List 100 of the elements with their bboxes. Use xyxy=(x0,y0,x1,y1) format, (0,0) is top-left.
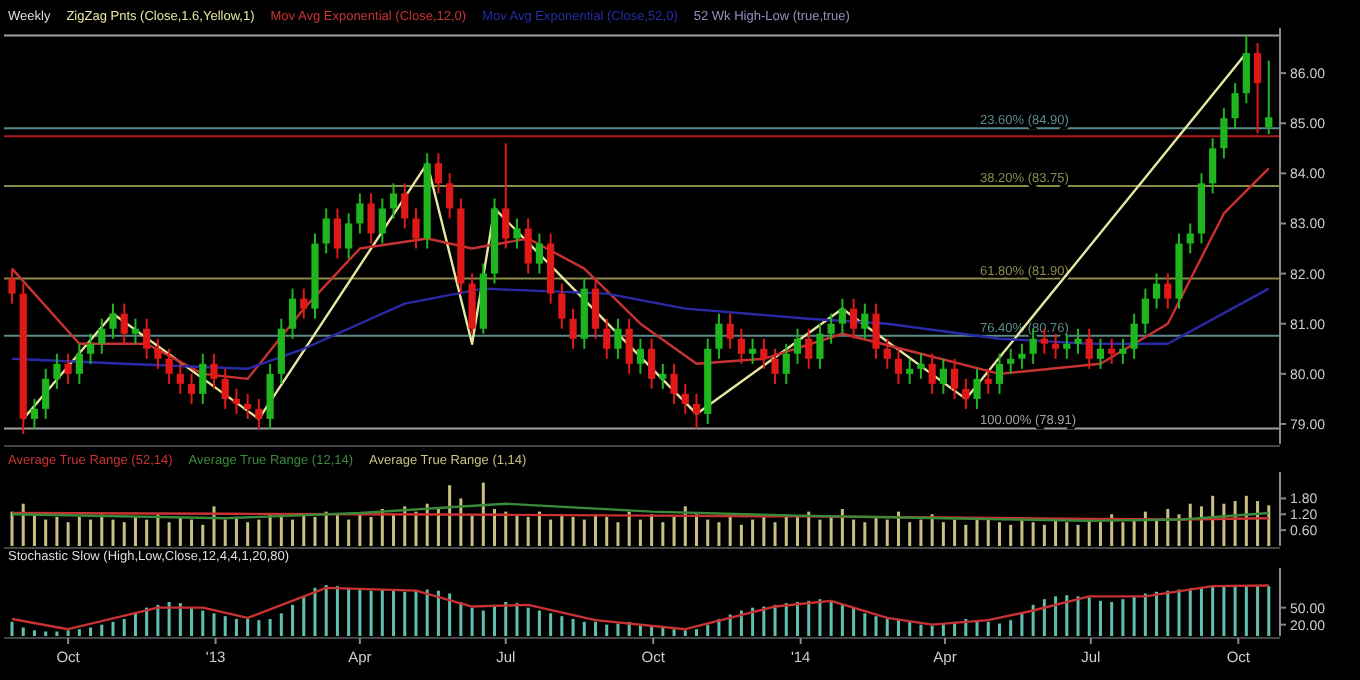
candlestick xyxy=(356,192,364,235)
candlestick xyxy=(412,207,420,250)
line-series xyxy=(10,502,1270,523)
candlestick xyxy=(872,302,880,360)
candlestick xyxy=(255,397,263,430)
line-series xyxy=(10,584,1270,631)
candlestick xyxy=(120,302,128,345)
candlestick xyxy=(1096,337,1105,370)
candlestick xyxy=(1018,342,1026,370)
line-series xyxy=(10,287,1270,371)
candlestick xyxy=(277,317,285,385)
candlestick xyxy=(1108,337,1116,365)
candlestick xyxy=(187,372,196,405)
candlestick xyxy=(603,317,611,360)
candlestick xyxy=(524,217,532,275)
candlestick xyxy=(244,392,252,420)
candlestick xyxy=(378,197,386,245)
candlestick xyxy=(1209,137,1217,195)
candlestick xyxy=(793,327,802,365)
candlestick xyxy=(322,207,330,255)
candlestick xyxy=(816,322,824,370)
candlestick xyxy=(861,302,869,340)
candlestick xyxy=(1074,327,1082,355)
candlestick xyxy=(30,397,39,430)
candlestick xyxy=(827,312,835,345)
candlestick xyxy=(1231,82,1239,130)
candlestick xyxy=(782,342,790,385)
candlestick xyxy=(614,317,622,360)
candlestick xyxy=(984,367,992,395)
candlestick xyxy=(1220,107,1228,160)
candlestick xyxy=(8,267,16,305)
candlestick xyxy=(288,287,297,340)
candlestick xyxy=(64,352,72,385)
candlestick xyxy=(1051,332,1060,360)
candlestick xyxy=(165,347,173,385)
candlestick xyxy=(939,357,947,395)
candlestick xyxy=(670,362,678,405)
candlestick xyxy=(962,377,970,410)
candlestick xyxy=(1164,272,1172,310)
candlestick xyxy=(1119,337,1127,365)
candlestick xyxy=(300,287,308,320)
candlestick xyxy=(221,367,229,410)
candlestick xyxy=(715,312,723,360)
candlestick xyxy=(53,352,61,390)
candlestick xyxy=(1152,272,1161,310)
candlestick xyxy=(917,352,925,380)
candlestick xyxy=(928,352,936,395)
candlestick xyxy=(995,352,1004,395)
candlestick xyxy=(1007,347,1015,375)
candlestick xyxy=(625,317,633,375)
candlestick xyxy=(1265,59,1273,136)
candlestick xyxy=(502,142,510,250)
candlestick xyxy=(109,302,117,340)
candlestick xyxy=(838,297,846,335)
candlestick xyxy=(131,317,140,345)
candlestick xyxy=(1186,222,1194,255)
candlestick xyxy=(1253,42,1262,135)
candlestick xyxy=(98,317,106,355)
candlestick xyxy=(973,367,981,410)
candlestick xyxy=(883,337,891,370)
candlestick xyxy=(1141,287,1149,335)
candlestick xyxy=(726,312,734,350)
candlestick xyxy=(210,352,218,390)
candlestick xyxy=(692,392,701,430)
candlestick xyxy=(906,357,914,385)
candlestick xyxy=(558,282,566,330)
candlestick xyxy=(591,277,600,340)
candlestick xyxy=(1063,332,1071,360)
candlestick xyxy=(535,232,544,275)
candlestick xyxy=(513,217,521,250)
candlestick xyxy=(154,337,162,370)
candlestick xyxy=(771,347,779,385)
candlestick xyxy=(894,347,903,385)
candlestick xyxy=(401,182,409,230)
candlestick xyxy=(75,342,83,385)
candlestick xyxy=(199,352,207,405)
candlestick xyxy=(681,382,689,415)
candlestick xyxy=(737,327,745,365)
candlestick xyxy=(266,362,274,430)
candlestick xyxy=(805,327,813,370)
candlestick xyxy=(749,337,757,365)
candlestick xyxy=(659,362,667,390)
candlestick xyxy=(1085,327,1093,370)
candlestick xyxy=(760,337,768,370)
candlestick xyxy=(569,307,577,350)
candlestick xyxy=(42,367,50,420)
candlestick xyxy=(648,337,656,390)
candlestick xyxy=(86,332,95,365)
candlestick xyxy=(446,172,454,220)
candlestick xyxy=(950,357,959,400)
candlestick xyxy=(850,297,858,340)
candlestick xyxy=(1130,312,1138,360)
candlestick xyxy=(389,182,398,220)
candlestick xyxy=(367,192,375,245)
candlestick xyxy=(345,212,353,260)
candlestick xyxy=(232,387,241,415)
candlestick xyxy=(333,207,342,260)
candlestick xyxy=(1242,34,1250,105)
candlestick xyxy=(468,272,476,335)
candlestick xyxy=(176,362,184,395)
